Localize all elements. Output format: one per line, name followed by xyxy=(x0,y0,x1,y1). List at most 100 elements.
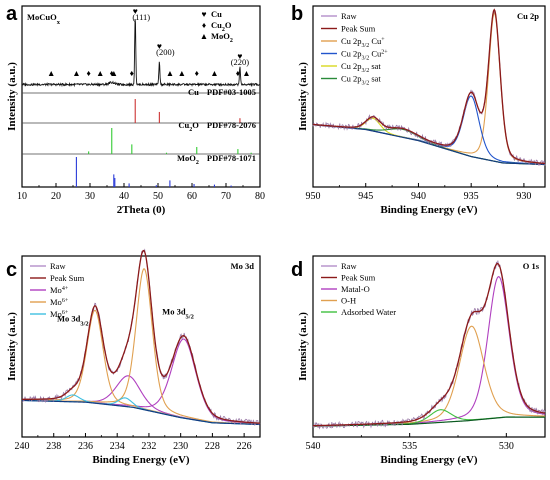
panelD-frame xyxy=(312,255,546,438)
x-axis-label: Binding Energy (eV) xyxy=(380,454,478,466)
background-line xyxy=(312,124,546,166)
legend-label: Cu 2p3/2 sat xyxy=(341,74,381,87)
legend-text: Cu xyxy=(211,9,222,19)
component-peak-line xyxy=(21,309,261,425)
phase-marker: ♦ xyxy=(110,68,115,78)
x-tick-label: 940 xyxy=(411,191,426,202)
legend-sub: 2 xyxy=(222,27,225,33)
legend-label: Matal-O xyxy=(341,284,370,294)
component-peak-line xyxy=(312,124,546,166)
x-tick-label: 70 xyxy=(221,191,231,202)
phase-marker: ▲ xyxy=(72,68,80,78)
phase-marker: ♦ xyxy=(195,68,200,78)
legend-symbol: ♦ xyxy=(202,20,207,30)
peak-annotation: Mo 3d3/2 xyxy=(57,313,89,327)
panel-letter: a xyxy=(6,3,18,25)
phase-marker: ♦ xyxy=(86,68,91,78)
legend-label: MoO2 xyxy=(211,31,233,44)
reference-label: Cu PDF#03-1005 xyxy=(188,87,256,97)
annotation-sub: 3/2 xyxy=(80,320,88,327)
x-axis-label: 2Theta (0) xyxy=(117,204,166,216)
legend-text: Mo xyxy=(50,285,62,295)
legend-sup: 6+ xyxy=(62,310,69,316)
legend-tail: O xyxy=(225,20,232,30)
title-sub: x xyxy=(57,19,61,26)
legend-text: Raw xyxy=(50,261,66,271)
panel-a: ▲ ▲ ♦ ▲ ♦▲ ♦ ▲ ▲ ♦ ▲ ♦ ▲♥(111)♥(200) ♥(220)Cu PDF#03-… xyxy=(6,3,265,216)
cu-heart-marker: ♥ xyxy=(157,41,162,51)
x-tick-label: 540 xyxy=(306,441,321,452)
peak-annotation: Mo 3d5/2 xyxy=(162,306,194,320)
hkl-label: (200) xyxy=(156,47,175,57)
y-axis-label: Intensity (a.u.) xyxy=(6,62,18,131)
hkl-label: (220) xyxy=(231,57,250,67)
annotation-text: Mo 3d xyxy=(57,313,81,323)
legend-label: Peak Sum xyxy=(50,273,85,283)
phase-marker: ▲ xyxy=(166,68,174,78)
legend-symbol: ♥ xyxy=(201,9,206,19)
annotation-text: Mo 3d xyxy=(162,306,186,316)
panel-letter: b xyxy=(291,3,303,25)
phase-marker: ▲ xyxy=(242,68,250,78)
reference-pdf: PDF#03-1005 xyxy=(207,87,256,97)
legend-label: Cu2O xyxy=(211,20,232,33)
reference-name-tail: O xyxy=(192,120,199,130)
legend-text: Cu xyxy=(211,20,222,30)
phase-marker: ▲ xyxy=(210,68,218,78)
legend-text: Raw xyxy=(341,11,357,21)
legend-sub: 2 xyxy=(230,38,233,44)
x-tick-label: 230 xyxy=(173,441,188,452)
x-tick-label: 10 xyxy=(17,191,27,202)
component-peak-line xyxy=(21,338,261,425)
legend-label: Adsorbed Water xyxy=(341,307,396,317)
legend-label: Mo6+ xyxy=(50,297,69,307)
x-tick-label: 228 xyxy=(205,441,220,452)
legend-sub: 3/2 xyxy=(362,43,370,49)
peak-sum-line xyxy=(21,249,261,424)
annotation-sub: 5/2 xyxy=(186,313,194,320)
panel-title: Cu 2p xyxy=(517,11,539,21)
legend-label: Mo4+ xyxy=(50,285,69,295)
reference-name: Cu xyxy=(188,87,199,97)
x-tick-label: 20 xyxy=(51,191,61,202)
legend-text: Cu 2p xyxy=(341,36,362,46)
legend-label: Raw xyxy=(341,11,357,21)
y-axis-label: Intensity (a.u.) xyxy=(297,312,309,381)
phase-marker: ▲ xyxy=(178,68,186,78)
phase-marker: ▲ xyxy=(47,68,55,78)
title-main: MoCuO xyxy=(27,12,57,22)
legend-symbol: ▲ xyxy=(200,31,208,41)
x-axis-label: Binding Energy (eV) xyxy=(380,204,478,216)
legend-tail: sat xyxy=(369,74,381,84)
x-tick-label: 236 xyxy=(78,441,93,452)
legend-sub: 3/2 xyxy=(362,68,370,74)
panel-title: O 1s xyxy=(523,261,540,271)
x-tick-label: 945 xyxy=(358,191,373,202)
legend-label: Peak Sum xyxy=(341,24,376,34)
legend-label: Cu xyxy=(211,9,222,19)
x-tick-label: 40 xyxy=(119,191,129,202)
x-tick-label: 535 xyxy=(402,441,417,452)
x-tick-label: 240 xyxy=(15,441,30,452)
legend-tail: Cu xyxy=(369,36,382,46)
x-tick-label: 950 xyxy=(306,191,321,202)
phase-marker: ▲ xyxy=(110,68,118,78)
legend-text: Peak Sum xyxy=(341,24,376,34)
peak-sum-line xyxy=(312,262,546,427)
legend-label: Raw xyxy=(50,261,66,271)
legend-tail: sat xyxy=(369,61,381,71)
reference-pdf: PDF#78-2076 xyxy=(207,120,256,130)
panel-letter: d xyxy=(291,259,303,281)
reference-label: MoO2 PDF#78-1071 xyxy=(177,153,256,166)
cu-heart-marker: ♥ xyxy=(133,6,138,16)
background-line xyxy=(21,399,261,426)
panel-letter: c xyxy=(6,259,17,281)
legend-text: Raw xyxy=(341,261,357,271)
legend-sub: 3/2 xyxy=(362,56,370,62)
legend-text: Matal-O xyxy=(341,284,370,294)
legend-label: Cu 2p3/2 Cu2+ xyxy=(341,49,388,62)
xrd-pattern-line xyxy=(21,18,261,88)
legend-text: Cu 2p xyxy=(341,74,362,84)
